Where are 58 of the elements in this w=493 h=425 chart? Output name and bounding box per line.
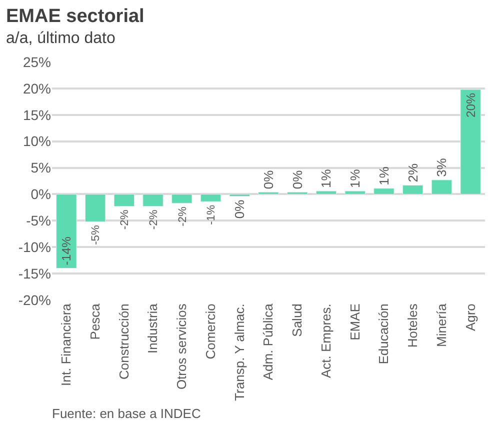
chart-subtitle: a/a, último dato <box>6 30 116 47</box>
x-tick-label: Minería <box>434 302 449 347</box>
chart-title: EMAE sectorial <box>6 6 144 27</box>
x-tick-label: Hoteles <box>405 303 420 348</box>
data-label: -2% <box>176 206 189 226</box>
bar <box>229 194 250 197</box>
bar <box>402 184 424 194</box>
y-tick-label: 10% <box>22 133 51 150</box>
bar <box>287 192 308 194</box>
bar <box>431 180 452 194</box>
x-tick-label: Pesca <box>88 302 103 340</box>
data-label: 2% <box>405 163 420 182</box>
data-label: -5% <box>90 225 102 245</box>
data-label: -14% <box>60 236 74 266</box>
bar <box>316 190 337 194</box>
data-label: -1% <box>206 204 218 225</box>
y-tick-label: 5% <box>30 160 51 176</box>
x-tick-label: Industria <box>145 302 160 354</box>
y-tick-label: -15% <box>18 265 51 282</box>
data-label: 1% <box>318 168 334 188</box>
bar <box>142 194 164 207</box>
x-tick-label: Transp. Y almac. <box>232 304 247 401</box>
data-label: 20% <box>464 92 478 118</box>
y-tick-label: -5% <box>26 212 51 229</box>
bar <box>172 194 192 204</box>
data-label: -2% <box>148 210 160 230</box>
x-tick-label: EMAE <box>347 303 362 340</box>
bar <box>84 194 106 222</box>
data-label: 1% <box>376 166 392 186</box>
x-tick-label: Agro <box>462 304 478 332</box>
bar <box>114 194 135 207</box>
y-tick-label: 20% <box>22 80 51 96</box>
x-tick-label: Comercio <box>202 304 218 360</box>
x-tick-label: Otros servicios <box>174 303 190 390</box>
data-label: 0% <box>290 170 305 190</box>
data-label: 0% <box>232 199 248 219</box>
x-tick-label: Educación <box>376 304 392 364</box>
y-tick-label: 25% <box>22 54 51 70</box>
y-tick-label: -10% <box>18 239 51 256</box>
x-tick-label: Salud <box>290 304 305 337</box>
x-tick-label: Int. Financiera <box>58 302 74 386</box>
x-tick-label: Adm. Pública <box>260 302 276 380</box>
data-label: 3% <box>434 158 450 177</box>
data-label: -2% <box>119 210 132 230</box>
x-tick-label: Act. Empres. <box>318 304 334 378</box>
y-tick-label: 0% <box>30 186 51 202</box>
bar <box>258 192 279 194</box>
y-tick-label: -20% <box>18 292 51 308</box>
bar <box>460 89 481 194</box>
bar <box>344 190 366 194</box>
bar <box>200 194 222 202</box>
y-tick-label: 15% <box>22 106 51 123</box>
data-label: 0% <box>261 170 276 190</box>
bar <box>374 188 394 194</box>
bar <box>56 194 77 269</box>
source-note: Fuente: en base a INDEC <box>52 406 201 421</box>
x-tick-label: Construcción <box>116 304 132 380</box>
data-label: 1% <box>348 168 363 188</box>
